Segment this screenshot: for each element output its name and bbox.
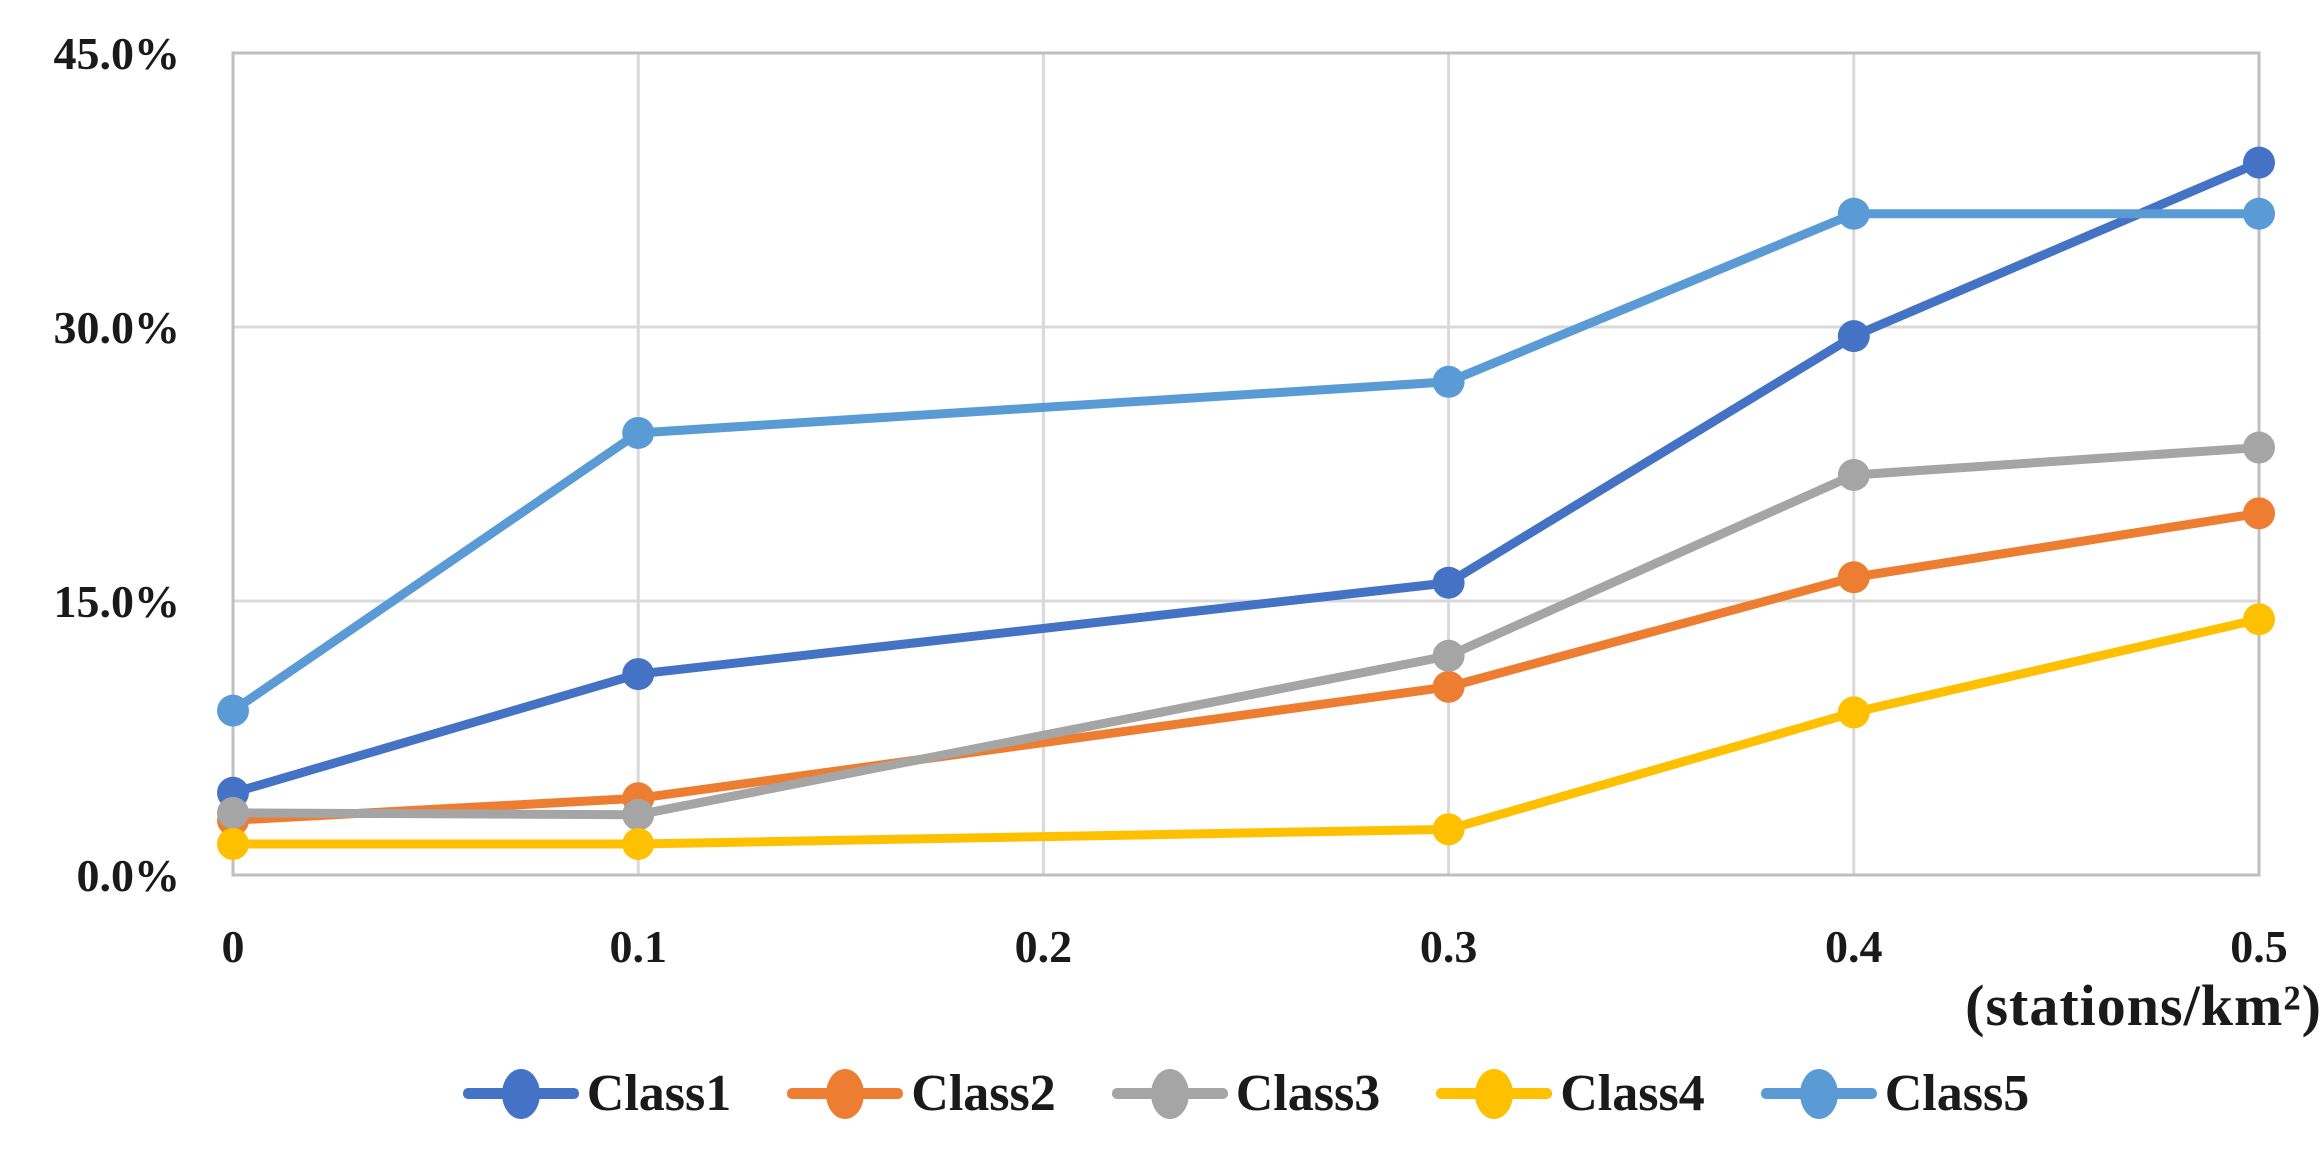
series-lines (217, 146, 2275, 860)
x-tick-label-0.2: 0.2 (1015, 921, 1073, 972)
plot-border-rect (231, 51, 2261, 877)
series-line-Class2 (228, 508, 2264, 825)
marker-Class2-0.5 (2243, 497, 2275, 530)
marker-Class4-0.3 (1432, 813, 1465, 846)
marker-Class4-0.5 (2243, 603, 2275, 636)
legend-item-class1: Class1 (462, 1061, 732, 1125)
marker-Class1-0.3 (1432, 566, 1465, 599)
y-tick-label-30: 30.0% (54, 302, 181, 353)
y-tick-label-0: 0.0% (77, 850, 181, 901)
x-tick-label-0: 0 (222, 921, 245, 972)
marker-Class3-0.1 (622, 798, 655, 831)
marker-Class1-0.5 (2243, 146, 2275, 179)
y-tick-label-15: 15.0% (54, 576, 181, 627)
y-axis-tick-labels: 0.0% 15.0% 30.0% 45.0% (54, 28, 181, 901)
marker-Class3-0.3 (1432, 639, 1465, 672)
marker-Class2-0.4 (1837, 561, 1870, 594)
x-tick-label-0.5: 0.5 (2230, 921, 2288, 972)
legend-marker-class2-icon (787, 1061, 904, 1125)
legend-label-class5: Class5 (1884, 1064, 2030, 1122)
marker-Class3-0 (217, 796, 249, 829)
legend-item-class2: Class2 (787, 1061, 1056, 1125)
x-axis-title: (stations/km²) (1965, 973, 2322, 1038)
marker-Class1-0.1 (622, 658, 655, 691)
marker-Class3-0.5 (2243, 431, 2275, 464)
legend-marker-class5-icon (1760, 1061, 1877, 1125)
marker-Class5-0.1 (622, 416, 655, 449)
legend-marker-class4-icon (1436, 1061, 1553, 1125)
x-axis-tick-labels: 0 0.1 0.2 0.3 0.4 0.5 (222, 921, 2288, 972)
marker-Class4-0.4 (1837, 696, 1870, 729)
legend-label-class3: Class3 (1235, 1064, 1381, 1122)
marker-Class5-0.5 (2243, 197, 2275, 230)
legend-label-class4: Class4 (1560, 1064, 1705, 1122)
legend-item-class3: Class3 (1111, 1061, 1381, 1125)
marker-Class5-0.4 (1837, 197, 1870, 230)
x-tick-label-0.3: 0.3 (1420, 921, 1478, 972)
marker-Class4-0 (217, 827, 249, 860)
legend-marker-class1-icon (462, 1061, 579, 1125)
marker-Class5-0.3 (1432, 365, 1465, 398)
marker-Class3-0.4 (1837, 458, 1870, 491)
marker-Class4-0.1 (622, 827, 655, 860)
y-tick-label-45: 45.0% (54, 28, 181, 79)
legend-marker-class3-icon (1111, 1061, 1228, 1125)
x-tick-label-0.4: 0.4 (1825, 921, 1883, 972)
marker-Class2-0.3 (1432, 670, 1465, 703)
legend-label-class1: Class1 (586, 1064, 732, 1122)
legend-item-class5: Class5 (1760, 1061, 2030, 1125)
marker-Class5-0 (217, 694, 249, 727)
x-tick-label-0.1: 0.1 (609, 921, 667, 972)
plot-border (231, 51, 2261, 877)
marker-Class1-0.4 (1837, 320, 1870, 353)
legend-label-class2: Class2 (911, 1064, 1056, 1122)
legend-item-class4: Class4 (1436, 1061, 1705, 1125)
chart-legend: Class1 Class2 Class3 Class4 Class5 (233, 1048, 2259, 1138)
